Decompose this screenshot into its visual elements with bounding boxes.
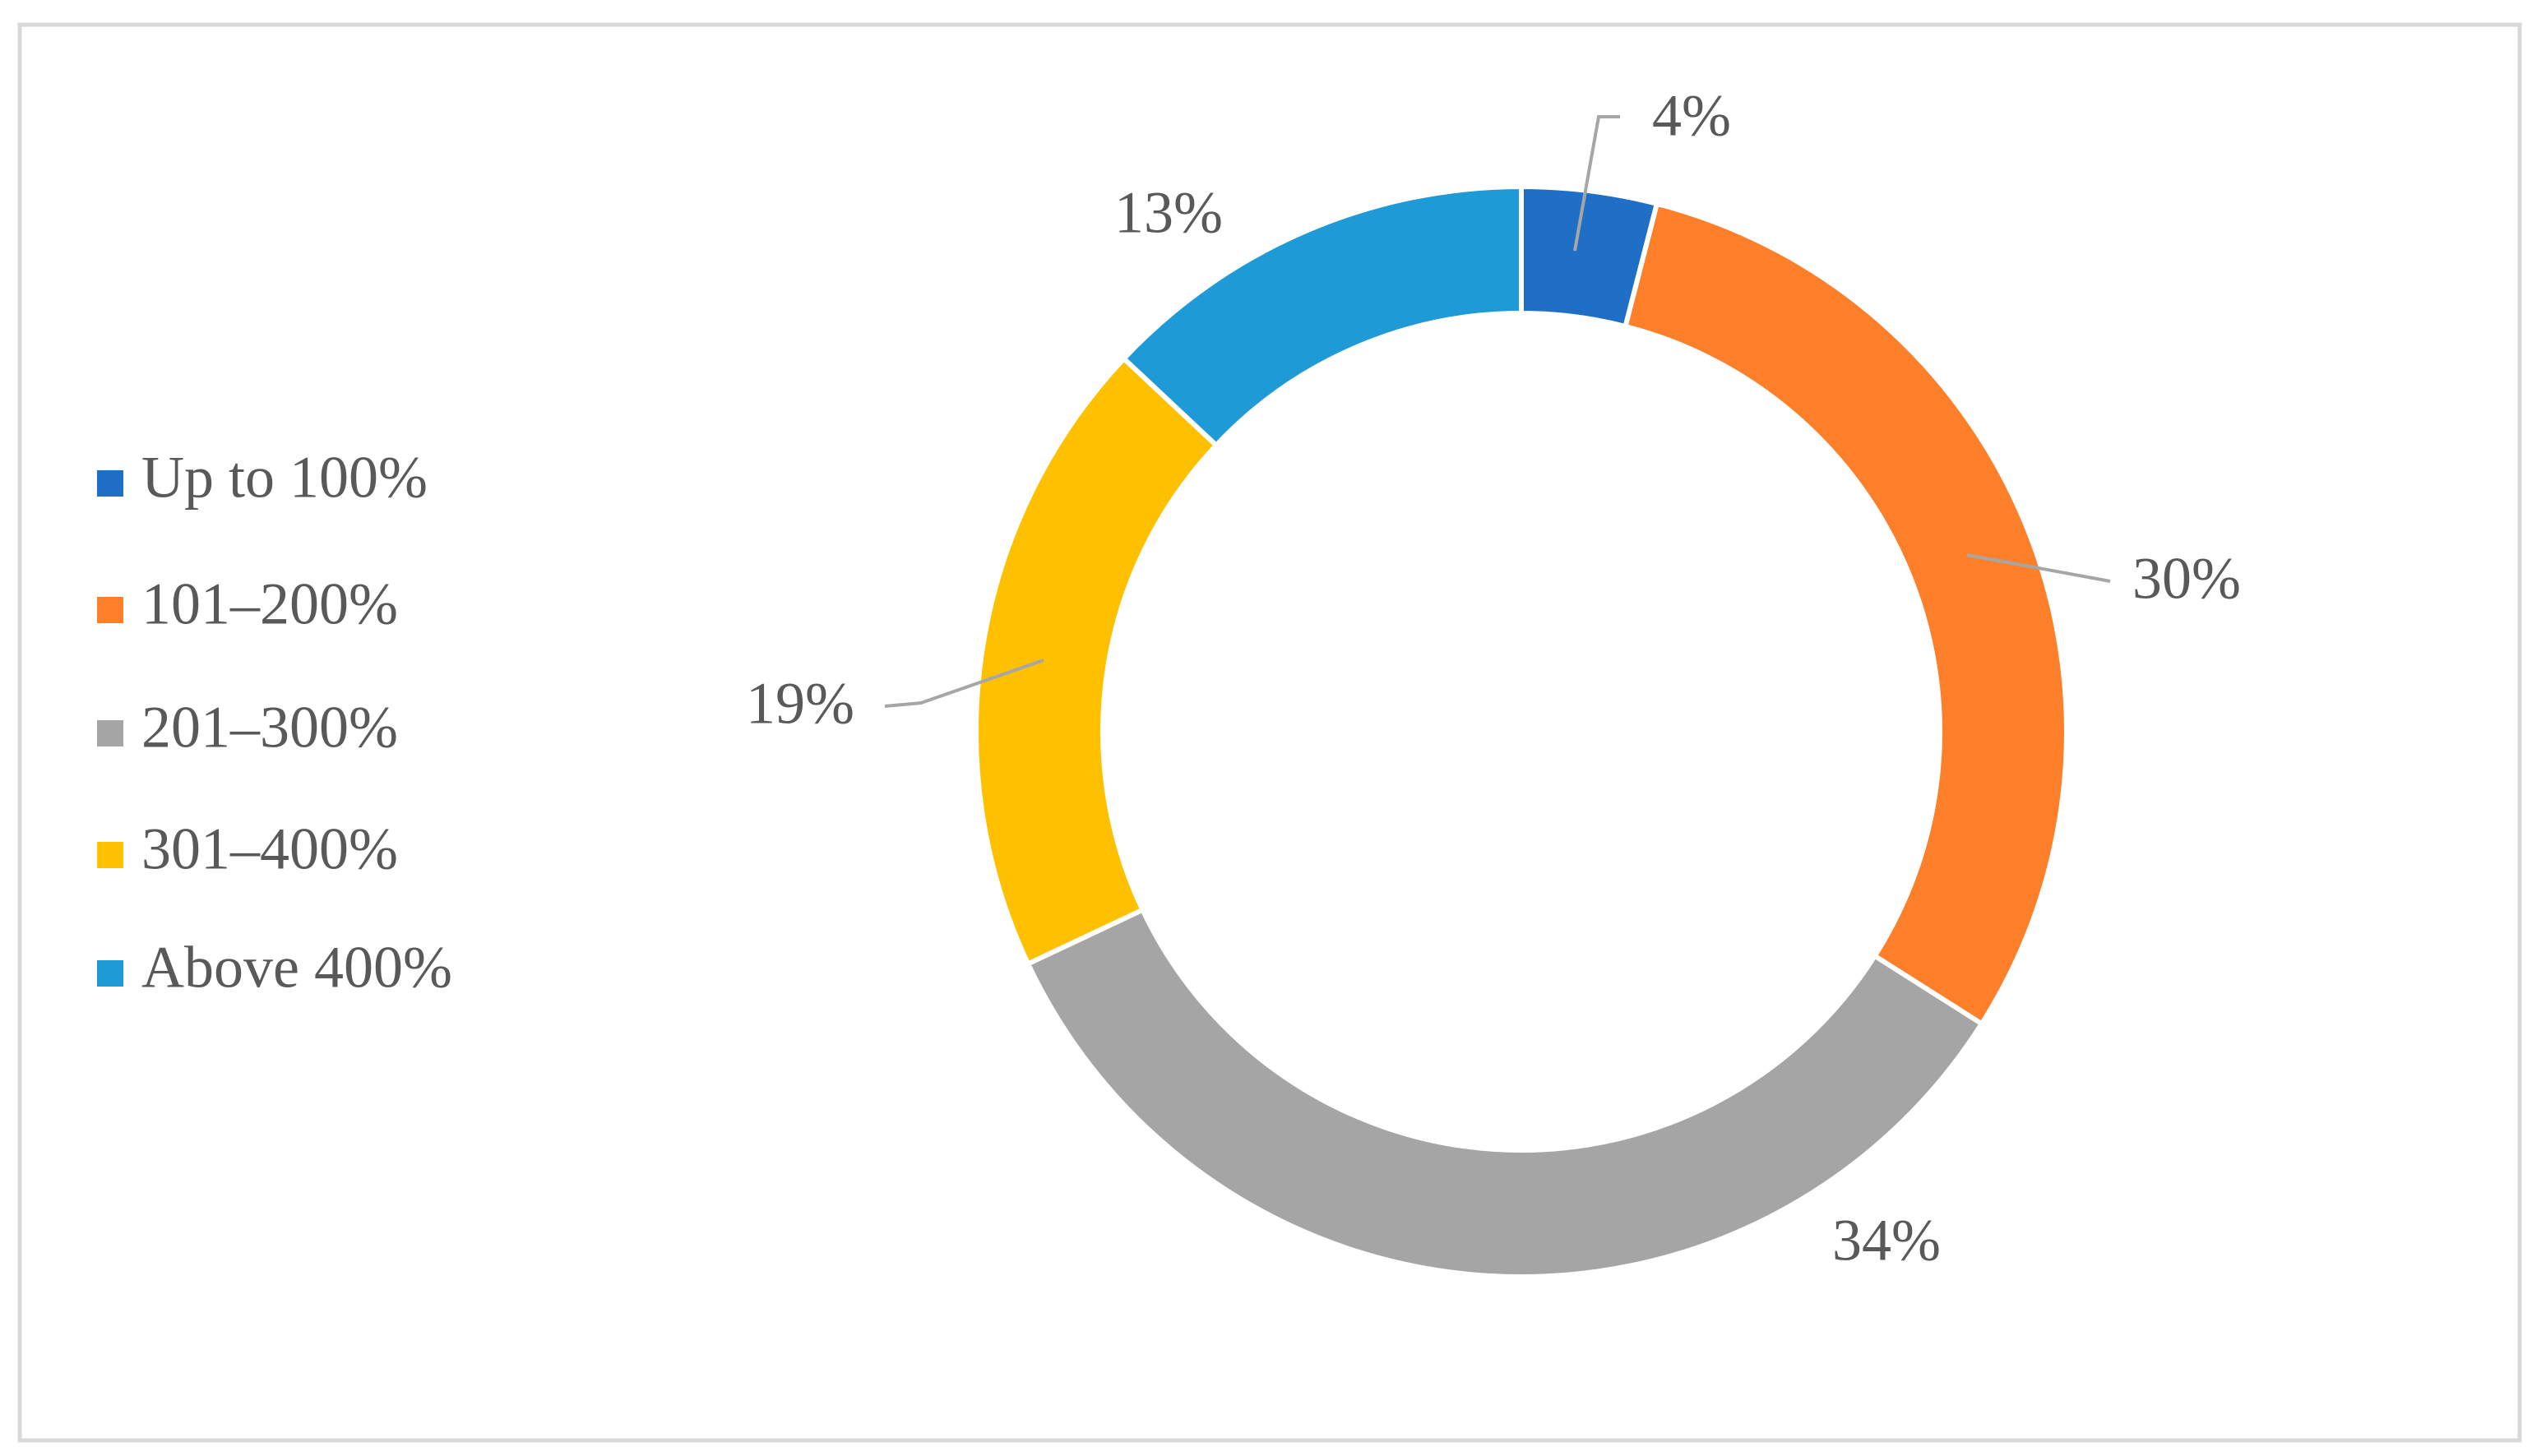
legend-swatch	[97, 720, 123, 746]
legend-label: 301–400%	[141, 816, 398, 882]
donut-segment	[1622, 201, 2069, 1028]
donut-segment	[1025, 906, 1985, 1279]
legend-label: 101–200%	[141, 571, 398, 637]
legend-swatch	[97, 470, 123, 497]
donut-segment	[1120, 183, 1524, 449]
legend-label: Up to 100%	[141, 445, 428, 511]
data-label: 13%	[1114, 180, 1223, 246]
leader-line	[1966, 553, 2111, 583]
data-label: 30%	[2132, 546, 2241, 612]
data-label: 4%	[1652, 83, 1731, 149]
data-label: 19%	[746, 671, 854, 737]
leader-line	[884, 659, 1044, 708]
legend-swatch	[97, 597, 123, 623]
leader-line	[1573, 115, 1620, 252]
legend-label: 201–300%	[141, 695, 398, 760]
data-label: 34%	[1832, 1208, 1941, 1273]
legend-swatch	[97, 960, 123, 987]
legend-swatch	[97, 842, 123, 868]
legend-label: Above 400%	[141, 935, 452, 1001]
